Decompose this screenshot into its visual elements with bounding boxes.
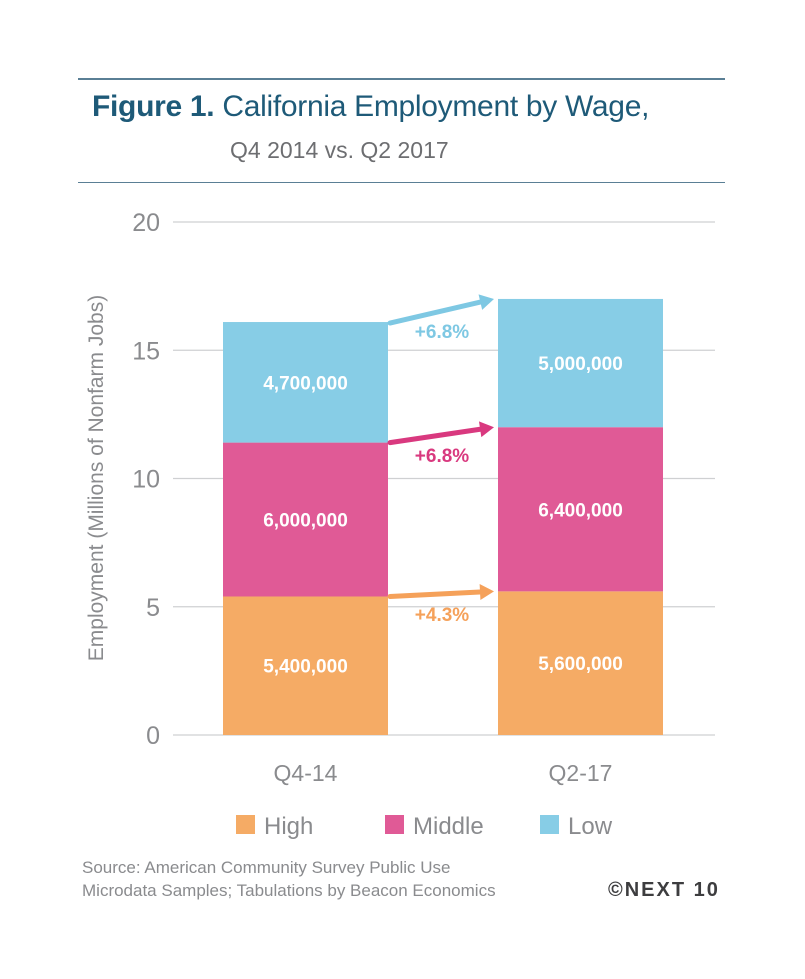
- legend-label-high: High: [264, 813, 313, 840]
- source-line-2: Microdata Samples; Tabulations by Beacon…: [82, 881, 496, 900]
- arrow-shaft: [387, 299, 483, 326]
- figure-label: Figure 1.: [92, 90, 215, 123]
- y-tick-label: 20: [132, 209, 160, 237]
- change-label-high: +4.3%: [415, 605, 470, 626]
- x-tick-label: Q4-14: [274, 760, 338, 786]
- chart-title: Figure 1. California Employment by Wage,: [92, 90, 649, 124]
- copyright-logo: ©NEXT 10: [608, 879, 720, 901]
- legend-swatch-low: [540, 815, 559, 834]
- data-label: 5,600,000: [538, 654, 623, 675]
- data-label: 6,000,000: [263, 511, 348, 532]
- source-note: Source: American Community Survey Public…: [82, 856, 496, 902]
- title-text: California Employment by Wage,: [222, 90, 650, 123]
- change-arrow-middle: [387, 421, 494, 446]
- legend-label-low: Low: [568, 813, 613, 840]
- chart-subtitle: Q4 2014 vs. Q2 2017: [230, 137, 449, 163]
- y-axis-label: Employment (Millions of Nonfarm Jobs): [85, 295, 108, 661]
- title-divider: [78, 182, 725, 183]
- arrow-head: [478, 421, 494, 438]
- data-label: 6,400,000: [538, 500, 623, 521]
- legend-label-middle: Middle: [413, 813, 484, 840]
- bar-segment-low: [498, 298, 663, 428]
- bar-segment-low: [223, 322, 388, 443]
- arrow-head: [478, 294, 494, 310]
- arrow-head: [479, 584, 494, 601]
- y-tick-label: 0: [146, 722, 160, 750]
- y-tick-label: 15: [132, 337, 160, 365]
- arrow-shaft: [387, 426, 483, 446]
- arrow-shaft: [387, 589, 483, 599]
- bar-segment-middle: [498, 427, 663, 592]
- top-rule: [78, 78, 725, 80]
- change-label-middle: +6.8%: [415, 446, 470, 467]
- data-label: 5,000,000: [538, 354, 623, 375]
- legend-swatch-middle: [385, 815, 404, 834]
- legend-swatch-high: [236, 815, 255, 834]
- bar-segment-high: [223, 596, 388, 735]
- change-arrow-low: [387, 294, 494, 326]
- data-label: 4,700,000: [263, 373, 348, 394]
- change-label-low: +6.8%: [415, 322, 470, 343]
- change-arrow-high: [387, 584, 494, 601]
- bar-segment-high: [498, 591, 663, 735]
- data-label: 5,400,000: [263, 657, 348, 678]
- y-tick-label: 5: [146, 594, 160, 622]
- bar-segment-middle: [223, 442, 388, 597]
- source-line-1: Source: American Community Survey Public…: [82, 858, 451, 877]
- x-tick-label: Q2-17: [549, 760, 613, 786]
- y-tick-label: 10: [132, 466, 160, 494]
